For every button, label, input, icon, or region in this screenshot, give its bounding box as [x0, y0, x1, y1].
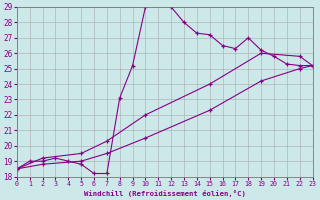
X-axis label: Windchill (Refroidissement éolien,°C): Windchill (Refroidissement éolien,°C): [84, 190, 246, 197]
